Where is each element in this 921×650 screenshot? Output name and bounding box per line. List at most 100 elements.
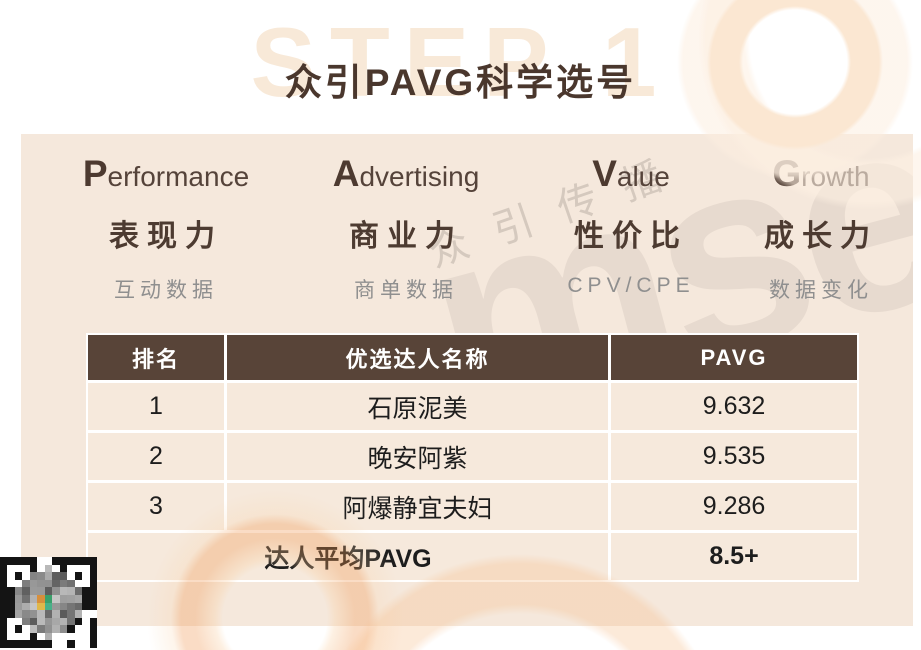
qr-module (29, 579, 38, 588)
qr-module (89, 632, 97, 641)
qr-module (52, 564, 60, 573)
qr-module (89, 579, 97, 588)
pillar-en: Growth (736, 154, 906, 197)
qr-module (22, 602, 30, 611)
qr-module (7, 579, 15, 588)
qr-module (67, 632, 75, 641)
qr-module (59, 572, 68, 580)
pavg-cell: 9.286 (611, 483, 857, 530)
pillar-sub: 数据变化 (769, 279, 873, 302)
qr-module (14, 594, 23, 603)
qr-module (59, 557, 68, 565)
qr-module (67, 564, 75, 573)
qr-module (89, 602, 97, 611)
qr-module (67, 617, 75, 626)
qr-module (0, 579, 8, 588)
qr-module (44, 587, 53, 595)
qr-module (14, 632, 23, 641)
qr-module (44, 564, 53, 573)
qr-code (0, 557, 97, 648)
qr-module (67, 557, 75, 565)
qr-module (82, 602, 90, 611)
qr-module (52, 572, 60, 580)
qr-module (59, 602, 68, 611)
qr-module (37, 617, 45, 626)
step-watermark: STEP 1 (250, 7, 671, 117)
column-header-name: 优选达人名称 (227, 335, 608, 380)
qr-module (7, 632, 15, 641)
qr-module (7, 625, 15, 633)
qr-module (7, 610, 15, 618)
qr-module (82, 572, 90, 580)
pillar-cn: 性价比 (574, 220, 688, 253)
qr-module (14, 610, 23, 618)
qr-module (0, 557, 8, 565)
qr-module (44, 632, 53, 641)
qr-module (14, 572, 23, 580)
pillar-initial: A (332, 153, 360, 194)
qr-module (82, 617, 90, 626)
qr-module (74, 617, 83, 626)
qr-module (82, 594, 90, 603)
pillar-advertising: Advertising 商业力 商单数据 (286, 154, 526, 304)
qr-module (82, 625, 90, 633)
qr-module (22, 579, 30, 588)
qr-module (67, 602, 75, 611)
qr-module (52, 587, 60, 595)
qr-module (7, 587, 15, 595)
pillar-cn: 表现力 (109, 220, 223, 253)
qr-module (44, 602, 53, 611)
qr-module (82, 557, 90, 565)
qr-module (59, 640, 68, 648)
qr-module (82, 632, 90, 641)
qr-module (82, 640, 90, 648)
qr-module (74, 610, 83, 618)
pillar-performance: Performance 表现力 互动数据 (46, 154, 286, 304)
pillar-en: Advertising (286, 154, 526, 197)
qr-module (89, 640, 97, 648)
qr-module (52, 632, 60, 641)
qr-module (14, 587, 23, 595)
qr-module (37, 602, 45, 611)
qr-module (67, 640, 75, 648)
qr-module (52, 557, 60, 565)
qr-module (37, 572, 45, 580)
qr-module (44, 610, 53, 618)
qr-module (29, 625, 38, 633)
qr-module (37, 564, 45, 573)
qr-module (0, 640, 8, 648)
rank-cell: 3 (88, 483, 224, 530)
qr-module (37, 557, 45, 565)
qr-module (74, 602, 83, 611)
qr-module (0, 587, 8, 595)
qr-module (37, 579, 45, 588)
pavg-cell: 9.632 (611, 383, 857, 430)
qr-module (59, 632, 68, 641)
pillar-value: Value 性价比 CPV/CPE (526, 154, 736, 304)
pillar-initial: V (592, 153, 617, 194)
qr-module (74, 557, 83, 565)
qr-module (67, 625, 75, 633)
qr-module (7, 557, 15, 565)
name-cell: 阿爆静宜夫妇 (227, 483, 608, 530)
qr-module (82, 564, 90, 573)
qr-module (29, 557, 38, 565)
qr-module (0, 602, 8, 611)
qr-module (82, 610, 90, 618)
qr-module (7, 617, 15, 626)
pavg-pillars: Performance 表现力 互动数据 Advertising 商业力 商单数… (21, 134, 913, 304)
qr-module (89, 617, 97, 626)
rank-cell: 2 (88, 433, 224, 480)
pavg-cell: 9.535 (611, 433, 857, 480)
qr-module (74, 632, 83, 641)
qr-module (52, 579, 60, 588)
qr-module (67, 594, 75, 603)
qr-module (22, 572, 30, 580)
qr-module (59, 587, 68, 595)
qr-module (14, 564, 23, 573)
qr-module (74, 640, 83, 648)
qr-module (44, 594, 53, 603)
pillar-initial: P (82, 153, 108, 194)
qr-module (37, 594, 45, 603)
qr-module (89, 625, 97, 633)
